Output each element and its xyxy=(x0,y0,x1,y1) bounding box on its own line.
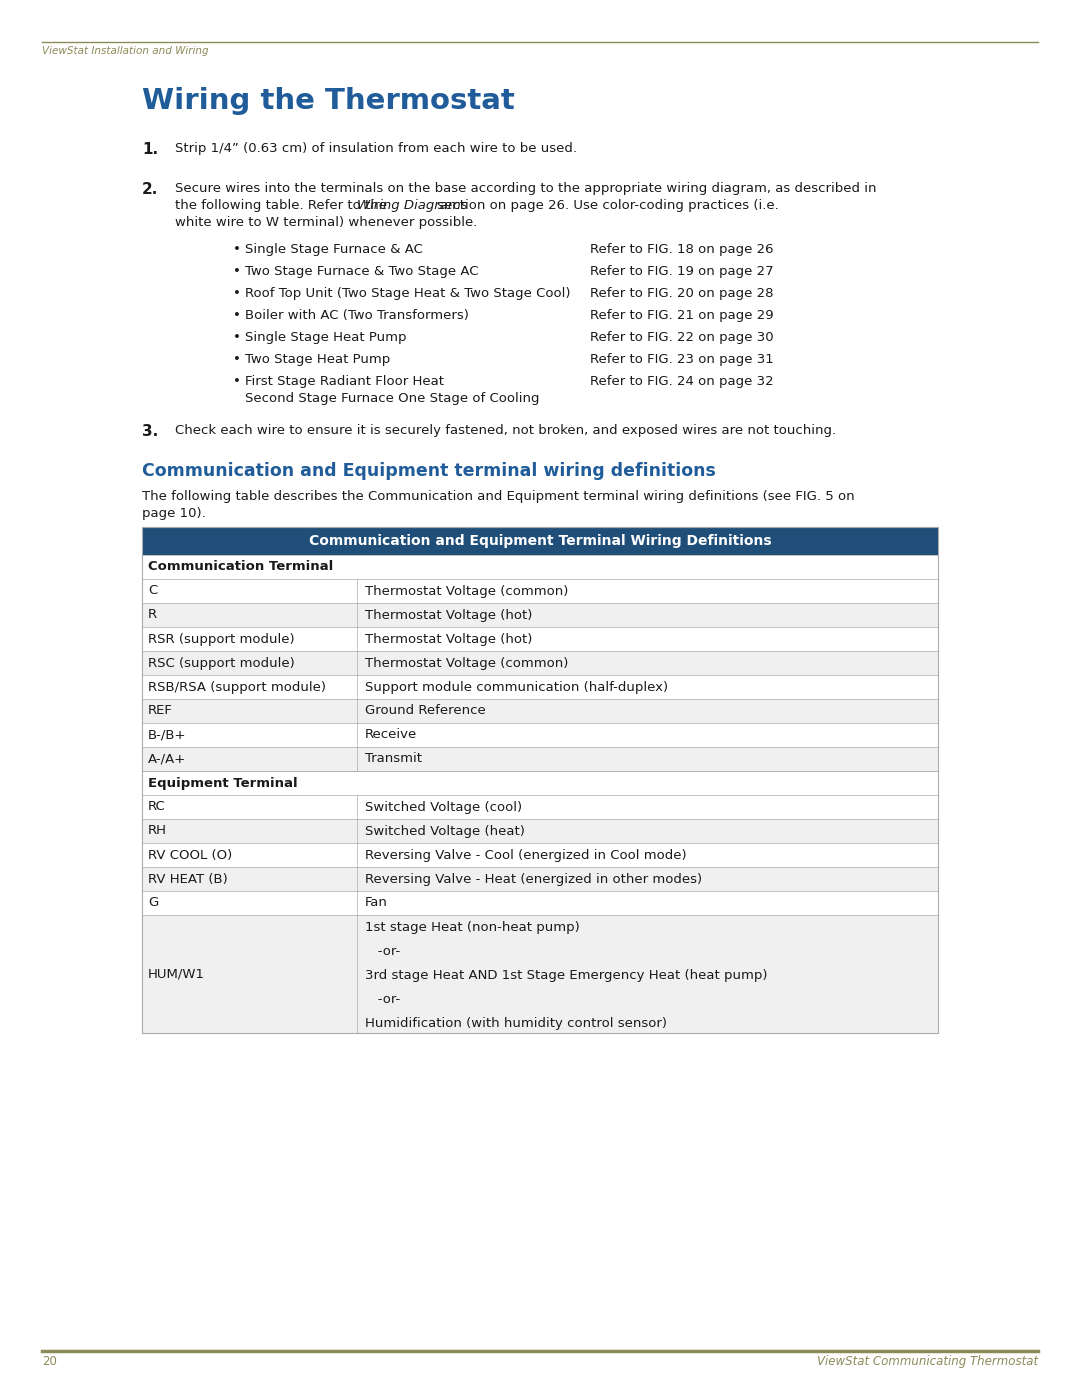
Bar xyxy=(141,651,939,675)
Bar xyxy=(141,868,939,891)
Bar xyxy=(141,915,939,1032)
Text: RV COOL (O): RV COOL (O) xyxy=(148,848,232,862)
Text: Thermostat Voltage (common): Thermostat Voltage (common) xyxy=(365,584,568,598)
Text: Wiring Diagrams: Wiring Diagrams xyxy=(356,198,468,212)
Text: 1st stage Heat (non-heat pump): 1st stage Heat (non-heat pump) xyxy=(365,921,580,935)
Bar xyxy=(141,555,939,578)
Text: 3.: 3. xyxy=(141,425,159,439)
Text: Roof Top Unit (Two Stage Heat & Two Stage Cool): Roof Top Unit (Two Stage Heat & Two Stag… xyxy=(245,286,570,300)
Text: •: • xyxy=(233,309,241,321)
Text: Reversing Valve - Heat (energized in other modes): Reversing Valve - Heat (energized in oth… xyxy=(365,873,702,886)
Text: Wiring the Thermostat: Wiring the Thermostat xyxy=(141,87,515,115)
Text: Thermostat Voltage (hot): Thermostat Voltage (hot) xyxy=(365,609,532,622)
Bar xyxy=(141,627,939,651)
Text: white wire to W terminal) whenever possible.: white wire to W terminal) whenever possi… xyxy=(175,217,477,229)
Text: Refer to FIG. 24 on page 32: Refer to FIG. 24 on page 32 xyxy=(590,374,773,388)
Text: Two Stage Furnace & Two Stage AC: Two Stage Furnace & Two Stage AC xyxy=(245,265,478,278)
Text: Reversing Valve - Cool (energized in Cool mode): Reversing Valve - Cool (energized in Coo… xyxy=(365,848,687,862)
Text: -or-: -or- xyxy=(365,993,401,1006)
Bar xyxy=(141,842,939,868)
Text: 20: 20 xyxy=(42,1355,57,1368)
Text: page 10).: page 10). xyxy=(141,507,206,520)
Bar xyxy=(141,578,939,604)
Text: •: • xyxy=(233,353,241,366)
Bar xyxy=(141,795,939,819)
Text: Refer to FIG. 19 on page 27: Refer to FIG. 19 on page 27 xyxy=(590,265,773,278)
Text: Refer to FIG. 21 on page 29: Refer to FIG. 21 on page 29 xyxy=(590,309,773,321)
Bar xyxy=(141,698,939,724)
Text: RSR (support module): RSR (support module) xyxy=(148,633,295,645)
Text: Support module communication (half-duplex): Support module communication (half-duple… xyxy=(365,680,669,693)
Text: Refer to FIG. 18 on page 26: Refer to FIG. 18 on page 26 xyxy=(590,243,773,256)
Text: Single Stage Furnace & AC: Single Stage Furnace & AC xyxy=(245,243,423,256)
Text: •: • xyxy=(233,331,241,344)
Text: -or-: -or- xyxy=(365,944,401,958)
Text: RH: RH xyxy=(148,824,167,837)
Bar xyxy=(141,771,939,795)
Bar xyxy=(141,527,939,1032)
Text: •: • xyxy=(233,243,241,256)
Bar xyxy=(141,819,939,842)
Text: First Stage Radiant Floor Heat: First Stage Radiant Floor Heat xyxy=(245,374,444,388)
Text: •: • xyxy=(233,265,241,278)
Text: RC: RC xyxy=(148,800,165,813)
Text: Equipment Terminal: Equipment Terminal xyxy=(148,777,298,789)
Text: the following table. Refer to the: the following table. Refer to the xyxy=(175,198,391,212)
Text: 1.: 1. xyxy=(141,142,158,156)
Text: ViewStat Installation and Wiring: ViewStat Installation and Wiring xyxy=(42,46,208,56)
Bar xyxy=(141,527,939,555)
Bar xyxy=(141,747,939,771)
Text: Thermostat Voltage (common): Thermostat Voltage (common) xyxy=(365,657,568,669)
Text: Refer to FIG. 20 on page 28: Refer to FIG. 20 on page 28 xyxy=(590,286,773,300)
Text: Transmit: Transmit xyxy=(365,753,422,766)
Text: Humidification (with humidity control sensor): Humidification (with humidity control se… xyxy=(365,1017,667,1030)
Text: Refer to FIG. 23 on page 31: Refer to FIG. 23 on page 31 xyxy=(590,353,773,366)
Text: Check each wire to ensure it is securely fastened, not broken, and exposed wires: Check each wire to ensure it is securely… xyxy=(175,425,836,437)
Text: Secure wires into the terminals on the base according to the appropriate wiring : Secure wires into the terminals on the b… xyxy=(175,182,877,196)
Text: Switched Voltage (cool): Switched Voltage (cool) xyxy=(365,800,522,813)
Text: section on page 26. Use color-coding practices (i.e.: section on page 26. Use color-coding pra… xyxy=(433,198,779,212)
Text: Thermostat Voltage (hot): Thermostat Voltage (hot) xyxy=(365,633,532,645)
Text: REF: REF xyxy=(148,704,173,718)
Text: R: R xyxy=(148,609,157,622)
Text: Communication Terminal: Communication Terminal xyxy=(148,560,334,574)
Text: Ground Reference: Ground Reference xyxy=(365,704,486,718)
Text: Receive: Receive xyxy=(365,728,417,742)
Bar xyxy=(141,675,939,698)
Text: RV HEAT (B): RV HEAT (B) xyxy=(148,873,228,886)
Bar xyxy=(141,724,939,747)
Text: 3rd stage Heat AND 1st Stage Emergency Heat (heat pump): 3rd stage Heat AND 1st Stage Emergency H… xyxy=(365,970,768,982)
Bar xyxy=(141,891,939,915)
Text: Communication and Equipment Terminal Wiring Definitions: Communication and Equipment Terminal Wir… xyxy=(309,534,771,548)
Text: The following table describes the Communication and Equipment terminal wiring de: The following table describes the Commun… xyxy=(141,490,854,503)
Text: HUM/W1: HUM/W1 xyxy=(148,968,205,981)
Text: Communication and Equipment terminal wiring definitions: Communication and Equipment terminal wir… xyxy=(141,462,716,481)
Text: Switched Voltage (heat): Switched Voltage (heat) xyxy=(365,824,525,837)
Text: B-/B+: B-/B+ xyxy=(148,728,187,742)
Text: 2.: 2. xyxy=(141,182,159,197)
Text: Second Stage Furnace One Stage of Cooling: Second Stage Furnace One Stage of Coolin… xyxy=(245,393,540,405)
Text: ViewStat Communicating Thermostat: ViewStat Communicating Thermostat xyxy=(816,1355,1038,1368)
Text: Refer to FIG. 22 on page 30: Refer to FIG. 22 on page 30 xyxy=(590,331,773,344)
Text: A-/A+: A-/A+ xyxy=(148,753,186,766)
Text: RSC (support module): RSC (support module) xyxy=(148,657,295,669)
Text: Fan: Fan xyxy=(365,897,388,909)
Text: G: G xyxy=(148,897,159,909)
Text: Two Stage Heat Pump: Two Stage Heat Pump xyxy=(245,353,390,366)
Text: Boiler with AC (Two Transformers): Boiler with AC (Two Transformers) xyxy=(245,309,469,321)
Bar xyxy=(141,604,939,627)
Text: RSB/RSA (support module): RSB/RSA (support module) xyxy=(148,680,326,693)
Text: Single Stage Heat Pump: Single Stage Heat Pump xyxy=(245,331,406,344)
Text: C: C xyxy=(148,584,158,598)
Text: •: • xyxy=(233,286,241,300)
Text: Strip 1/4” (0.63 cm) of insulation from each wire to be used.: Strip 1/4” (0.63 cm) of insulation from … xyxy=(175,142,577,155)
Text: •: • xyxy=(233,374,241,388)
